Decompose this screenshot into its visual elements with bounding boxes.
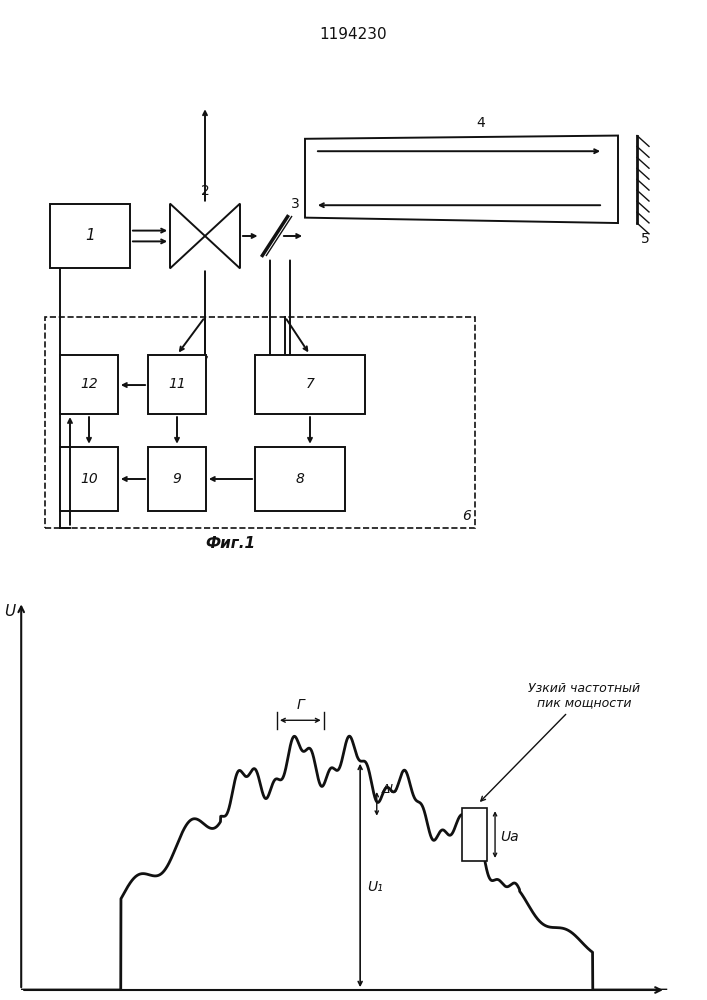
Text: 12: 12 [80, 377, 98, 391]
Text: U₁: U₁ [367, 880, 382, 894]
Text: 5: 5 [641, 232, 649, 246]
Text: ΔU: ΔU [382, 783, 399, 796]
Text: 7: 7 [305, 377, 315, 391]
Text: Uа: Uа [501, 830, 519, 844]
Text: 4: 4 [477, 116, 486, 130]
Text: Фиг.1: Фиг.1 [205, 536, 255, 551]
Text: U: U [4, 604, 15, 619]
Bar [60, 447, 118, 511]
Text: Узкий частотный
пик мощности: Узкий частотный пик мощности [481, 682, 640, 801]
Bar [255, 447, 345, 511]
Text: 3: 3 [291, 197, 299, 211]
Text: 6: 6 [462, 509, 471, 523]
Bar [60, 355, 118, 414]
Text: 9: 9 [173, 472, 182, 486]
Text: 10: 10 [80, 472, 98, 486]
Text: 1: 1 [85, 229, 95, 243]
Text: 8: 8 [296, 472, 305, 486]
Bar [50, 204, 130, 268]
Bar [148, 355, 206, 414]
Bar [255, 355, 365, 414]
Bar [45, 317, 475, 528]
Text: 1194230: 1194230 [319, 27, 387, 42]
Bar [148, 447, 206, 511]
Text: 2: 2 [201, 184, 209, 198]
Text: Γ: Γ [296, 698, 304, 712]
Bar [462, 808, 487, 861]
Text: 11: 11 [168, 377, 186, 391]
